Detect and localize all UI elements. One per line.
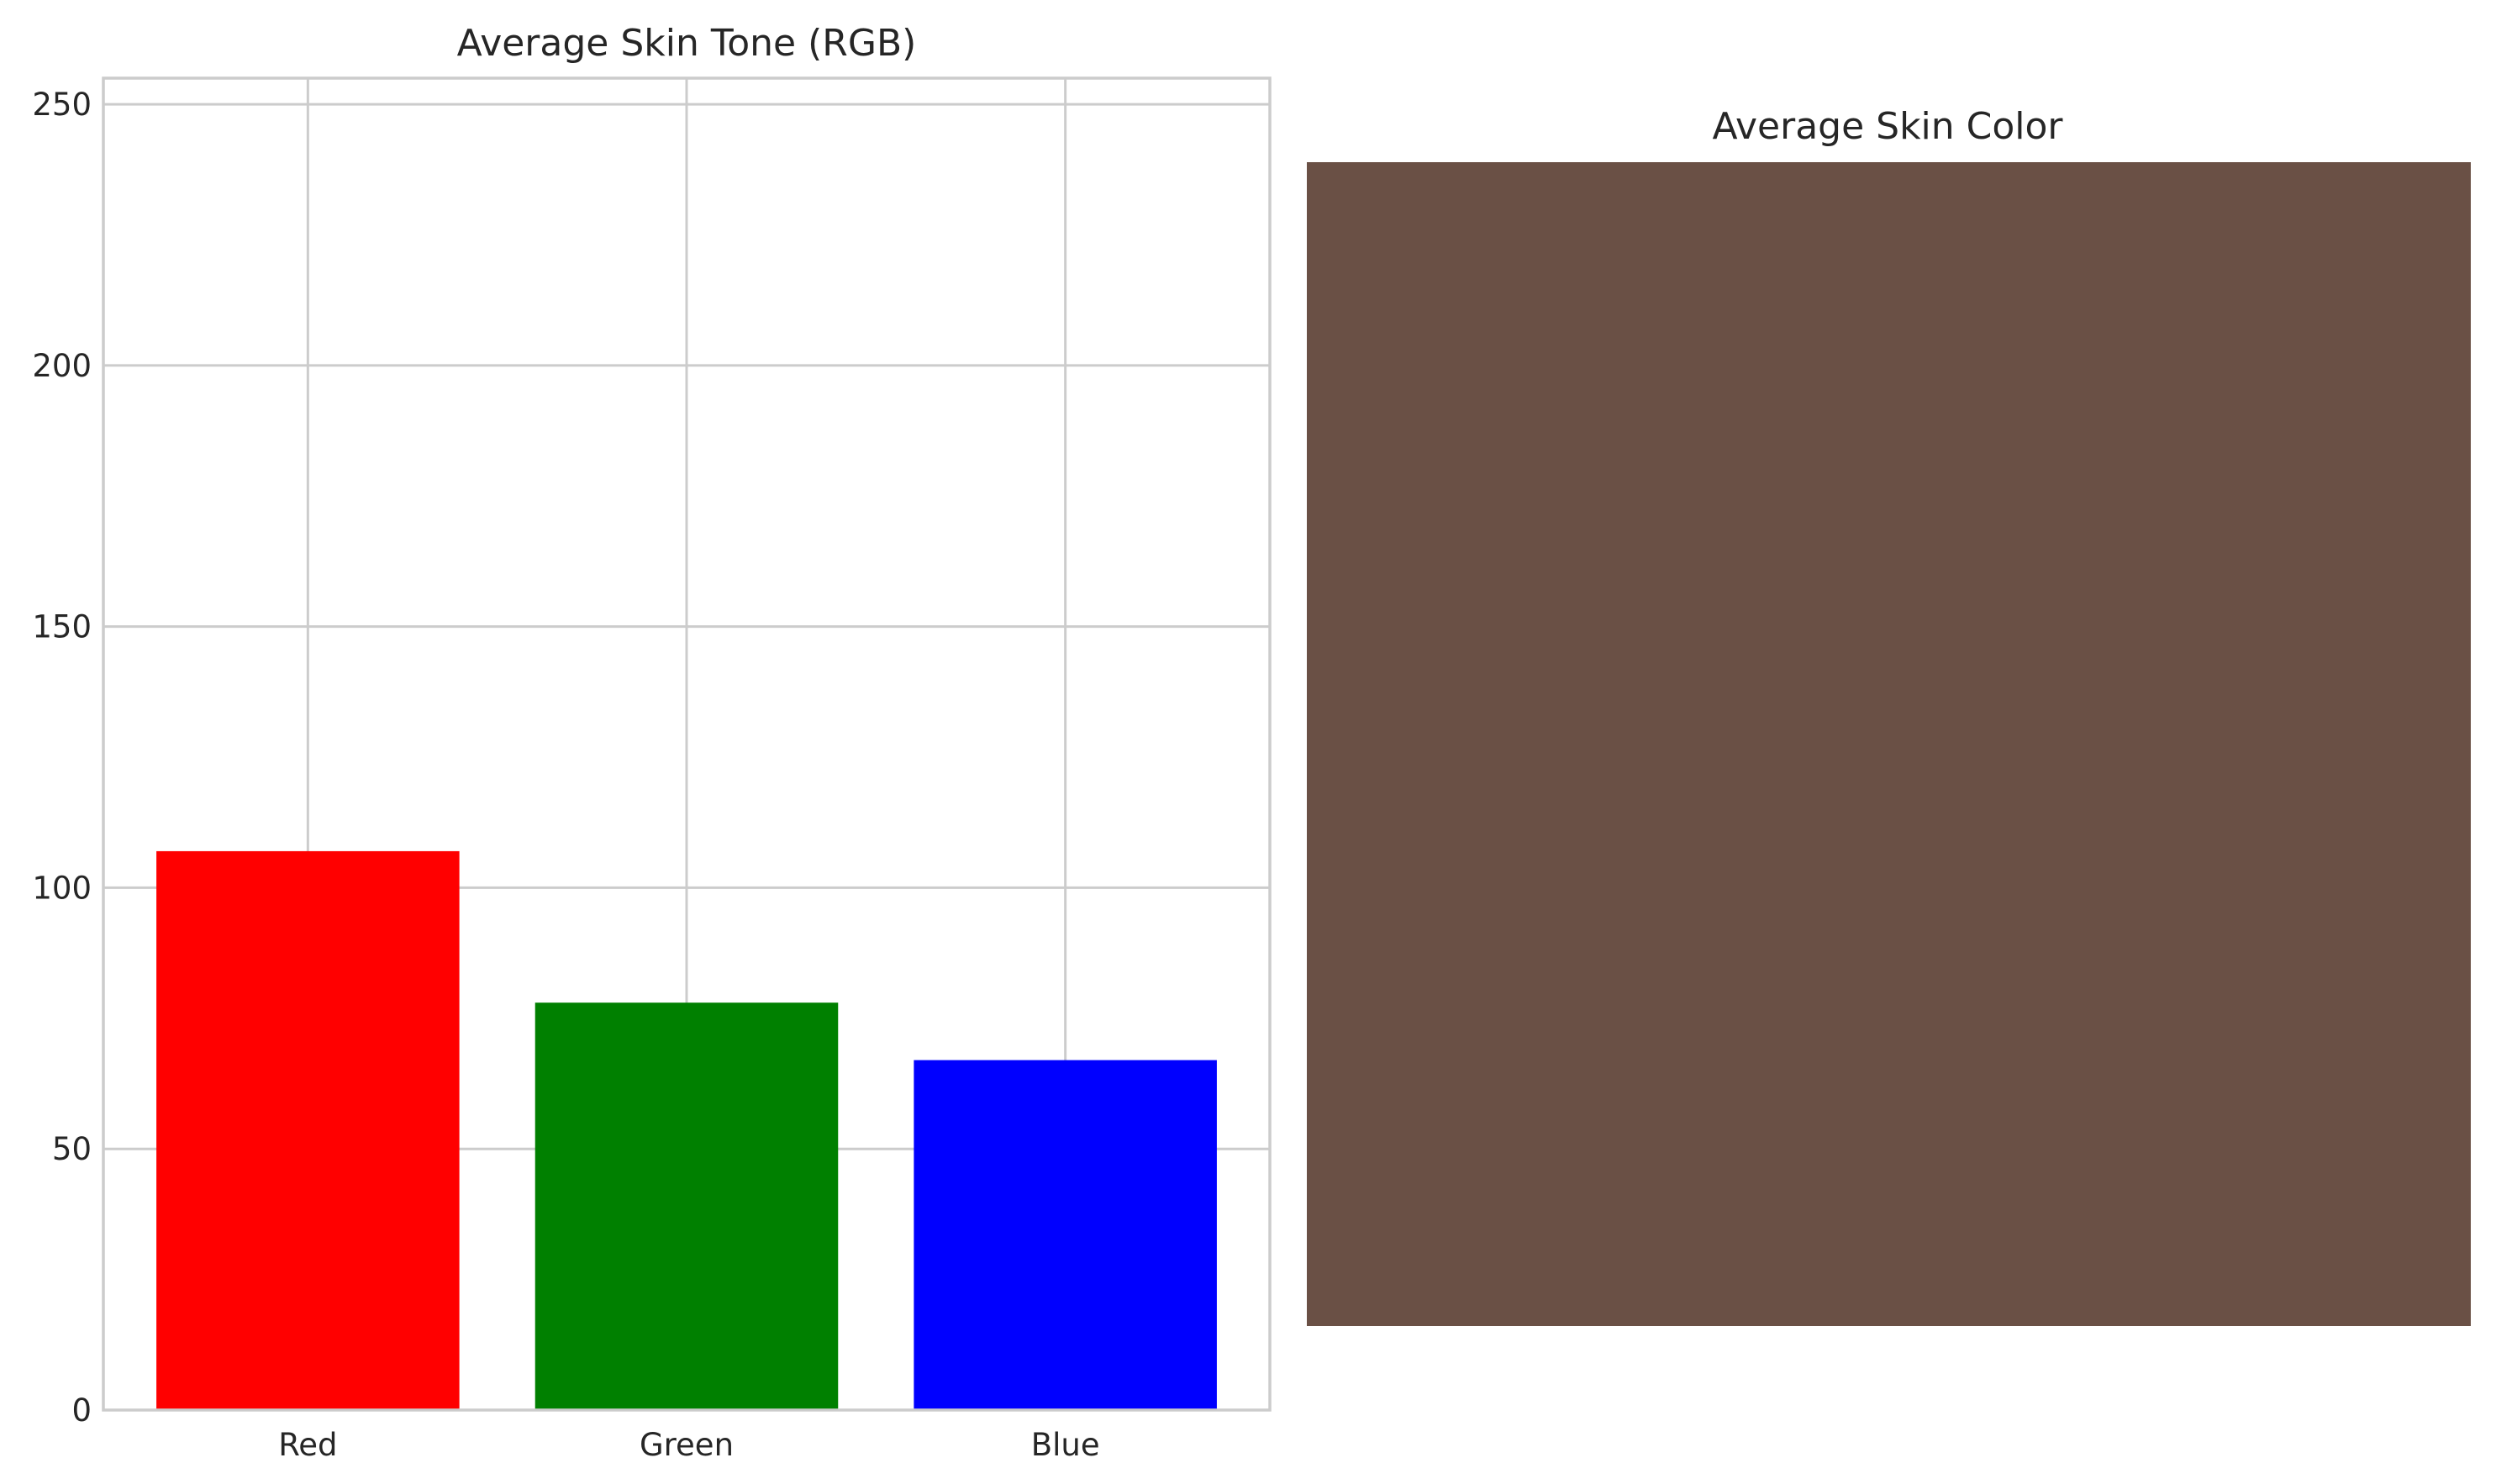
swatch-title: Average Skin Color — [1712, 105, 2063, 148]
bar-blue — [914, 1060, 1217, 1410]
swatch-panel: Average Skin Color — [1307, 105, 2471, 1326]
bar-chart-x-ticks: Red Green Blue — [278, 1427, 1099, 1463]
y-tick-label: 200 — [32, 348, 92, 384]
y-tick-label: 250 — [32, 87, 92, 123]
bar-green — [534, 1002, 839, 1410]
x-tick-label: Green — [640, 1427, 734, 1463]
x-tick-label: Red — [278, 1427, 337, 1463]
average-skin-color-swatch — [1307, 162, 2471, 1326]
bar-chart-y-ticks: 0 50 100 150 200 250 — [32, 87, 92, 1429]
y-tick-label: 50 — [52, 1131, 92, 1167]
bar-chart-panel: Average Skin Tone (RGB) 050100150200250 … — [32, 22, 1272, 1463]
y-tick-label: 150 — [32, 609, 92, 645]
x-tick-label: Blue — [1031, 1427, 1100, 1463]
y-tick-label: 100 — [32, 870, 92, 906]
bar-chart-frame — [102, 76, 1272, 1412]
bar-red — [156, 850, 460, 1410]
bar-chart-bars — [156, 850, 1217, 1410]
y-tick-label: 0 — [71, 1392, 92, 1429]
bar-chart-title: Average Skin Tone (RGB) — [457, 22, 917, 65]
